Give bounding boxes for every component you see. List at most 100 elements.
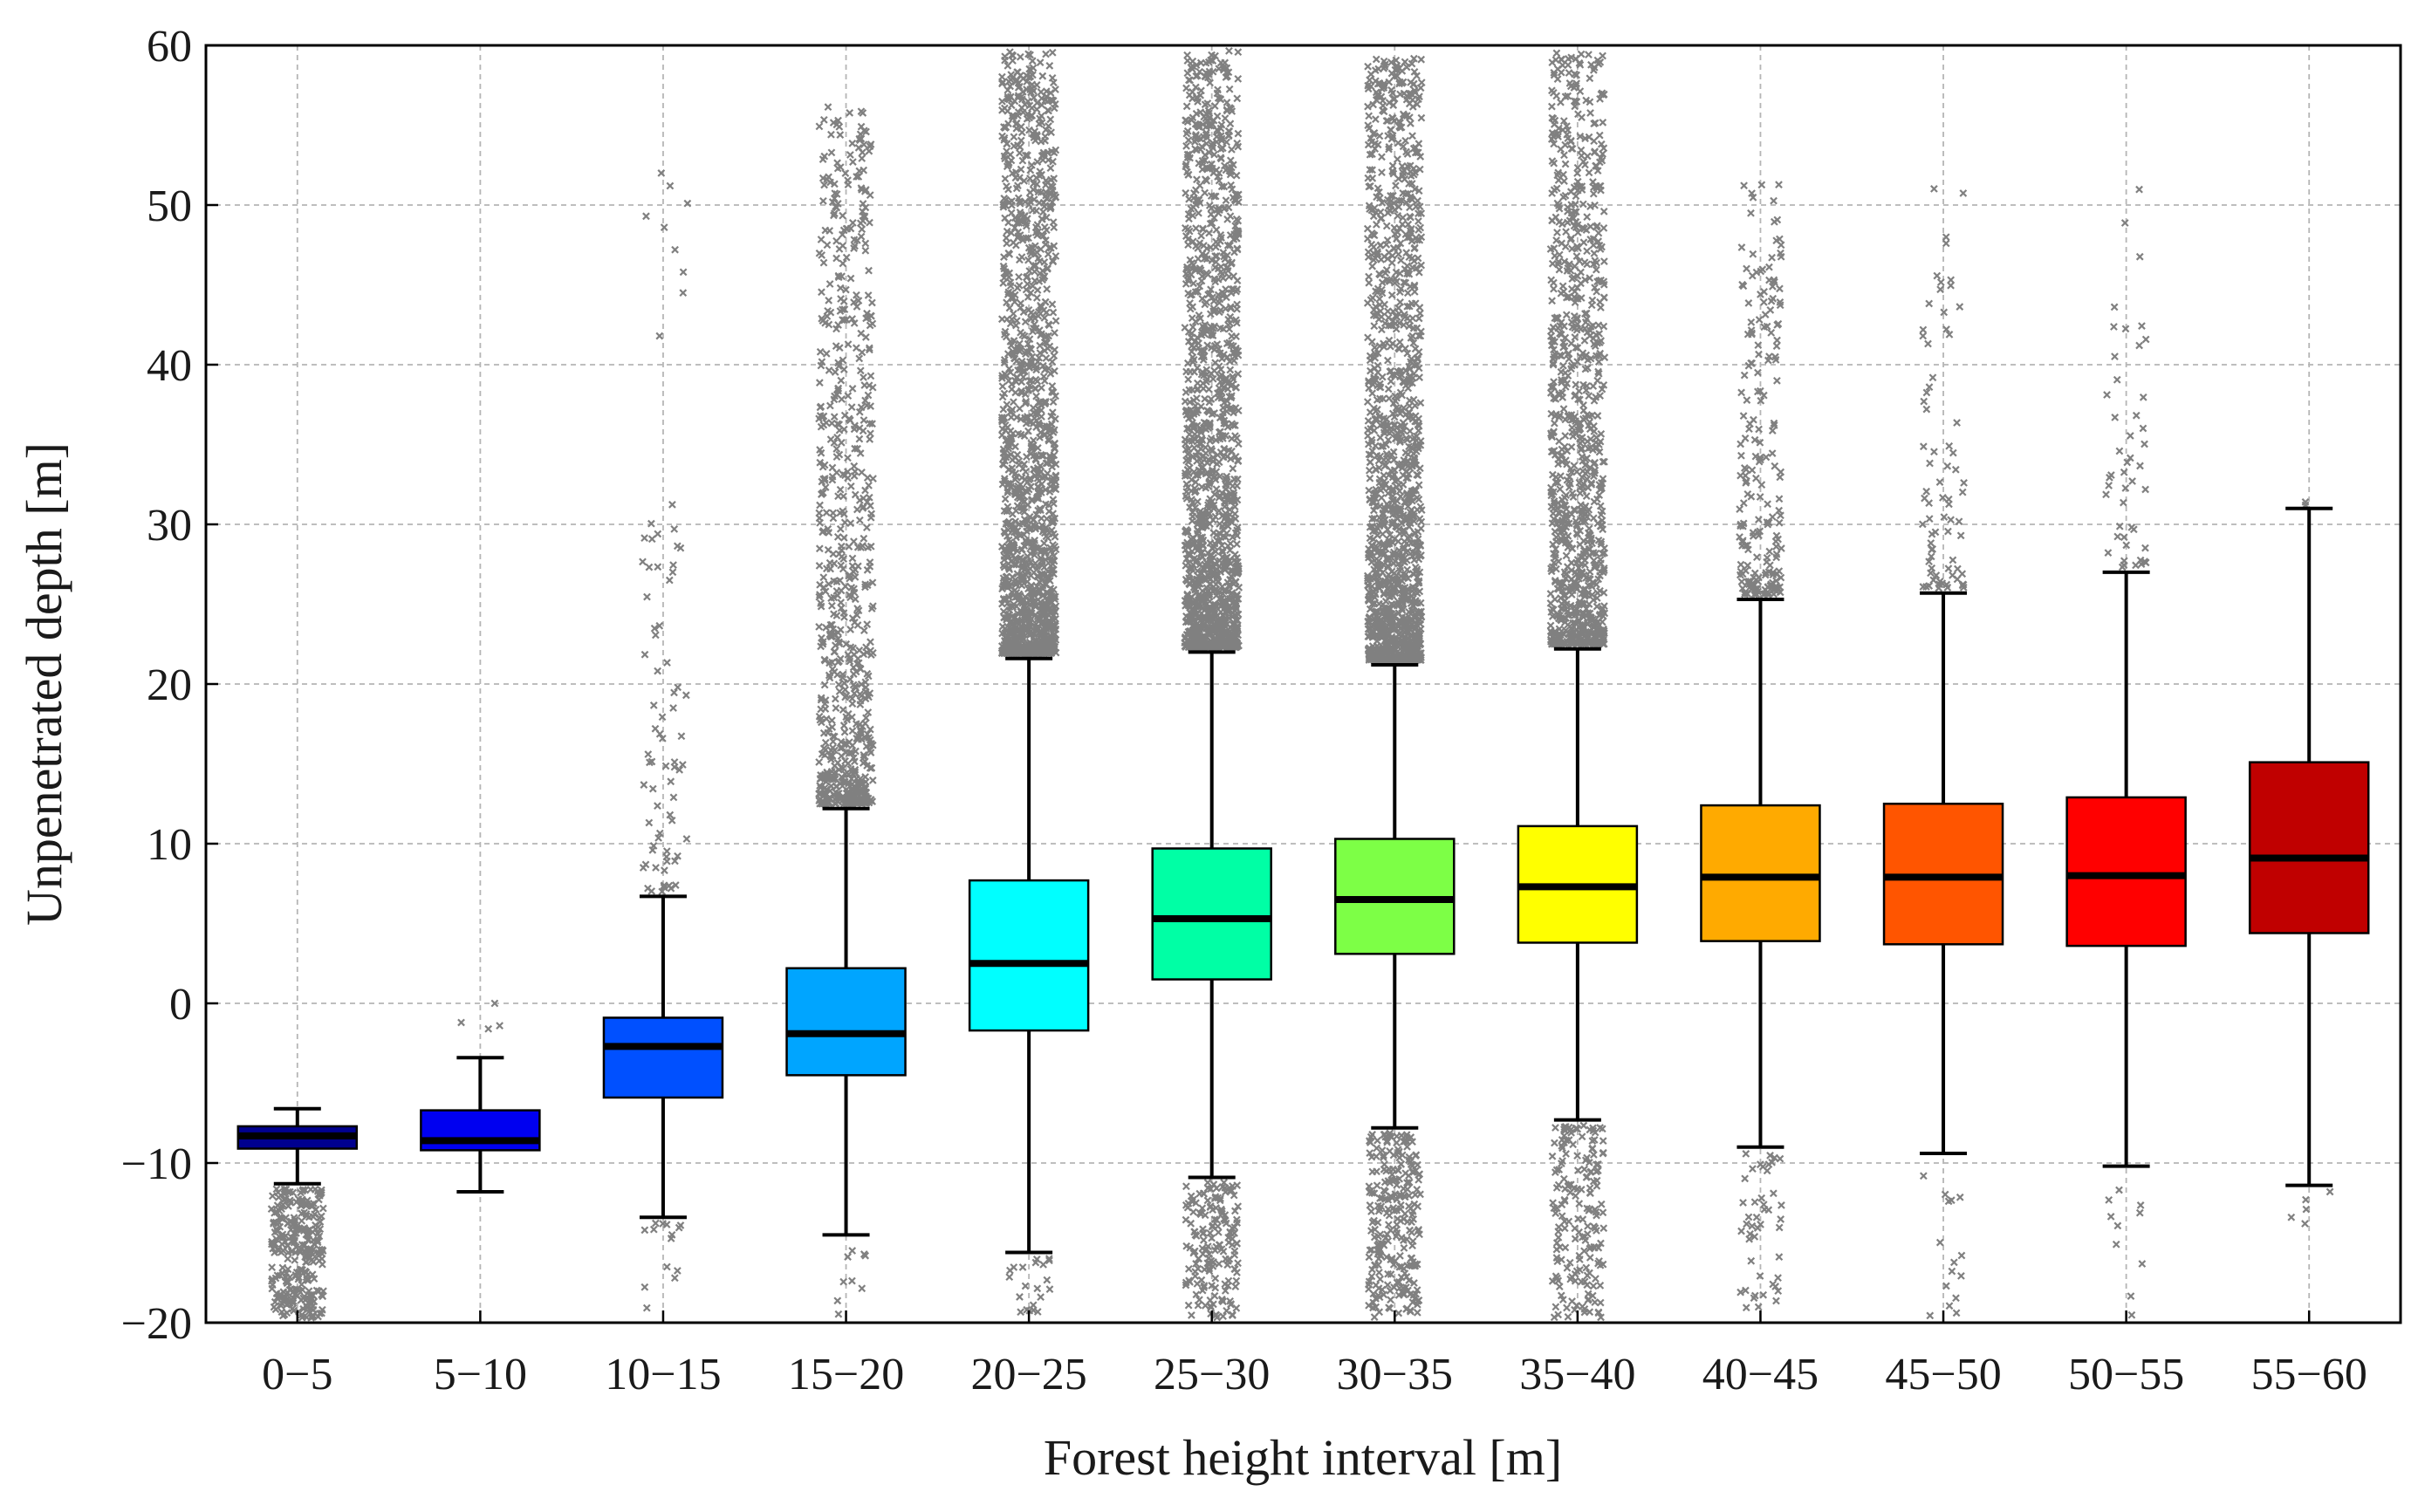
outlier-point xyxy=(641,652,647,658)
outlier-point xyxy=(641,1284,647,1290)
outlier-point xyxy=(1182,1217,1188,1223)
outlier-point xyxy=(832,695,839,701)
outlier-point xyxy=(858,331,864,337)
outlier-point xyxy=(1183,1183,1189,1189)
outlier-point xyxy=(1023,1283,1029,1289)
outlier-point xyxy=(1398,257,1404,263)
outlier-point xyxy=(1230,465,1236,471)
outlier-point xyxy=(1183,368,1189,374)
outlier-point xyxy=(497,1023,503,1029)
outlier-point xyxy=(1006,1274,1012,1280)
outlier-point xyxy=(867,220,873,226)
outlier-point xyxy=(1023,469,1029,475)
outlier-point xyxy=(1409,133,1415,139)
outlier-point xyxy=(1184,103,1190,109)
outlier-point xyxy=(1234,1182,1240,1188)
outlier-point xyxy=(644,593,650,599)
outlier-point xyxy=(1050,310,1056,316)
outlier-point xyxy=(1415,218,1421,224)
outlier-point xyxy=(822,227,828,233)
outlier-point xyxy=(835,534,841,540)
outlier-point xyxy=(1369,390,1375,396)
outlier-point xyxy=(858,220,864,226)
outlier-point xyxy=(298,1218,305,1224)
outlier-point xyxy=(640,558,646,564)
outlier-point xyxy=(1047,165,1053,171)
outlier-point xyxy=(270,1193,276,1199)
outlier-point xyxy=(664,660,670,666)
outlier-point xyxy=(826,367,832,373)
outlier-point xyxy=(1235,1260,1241,1266)
outlier-point xyxy=(641,1227,647,1233)
outlier-point xyxy=(849,555,855,561)
outlier-point xyxy=(825,174,832,180)
outlier-point xyxy=(1216,65,1222,72)
outlier-point xyxy=(830,510,836,516)
outlier-point xyxy=(842,519,848,525)
outlier-point xyxy=(1034,106,1040,113)
outlier-point xyxy=(841,729,847,735)
outlier-point xyxy=(676,1225,682,1231)
outlier-point xyxy=(819,289,825,295)
outlier-point xyxy=(664,1263,670,1269)
outlier-point xyxy=(816,563,822,569)
outlier-point xyxy=(1182,325,1188,331)
outlier-point xyxy=(1018,254,1024,260)
outlier-point xyxy=(1044,1277,1050,1283)
outlier-point xyxy=(829,420,835,426)
outlier-point xyxy=(816,624,822,630)
outlier-point xyxy=(644,1305,650,1311)
outlier-point xyxy=(861,382,867,388)
outlier-point xyxy=(683,692,689,698)
outlier-point xyxy=(1185,137,1191,143)
outlier-point xyxy=(866,148,872,154)
outlier-point xyxy=(1366,249,1372,255)
outlier-point xyxy=(857,517,863,523)
outlier-point xyxy=(866,292,872,298)
outlier-point xyxy=(1203,299,1209,305)
outlier-point xyxy=(1049,301,1055,307)
outlier-point xyxy=(1033,393,1039,400)
outlier-point xyxy=(669,569,675,575)
outlier-point xyxy=(867,192,873,198)
outlier-point xyxy=(659,714,665,720)
outlier-point xyxy=(847,626,853,633)
outlier-point xyxy=(653,865,659,871)
outlier-point xyxy=(856,436,862,442)
outlier-point xyxy=(1235,49,1241,55)
outlier-point xyxy=(1043,51,1049,57)
outlier-point xyxy=(1222,115,1228,121)
outlier-point xyxy=(817,520,823,526)
outlier-point xyxy=(1010,58,1016,64)
outlier-point xyxy=(1051,399,1057,405)
outlier-point xyxy=(1230,482,1236,489)
outlier-point xyxy=(821,730,827,736)
outlier-point xyxy=(671,689,677,695)
outlier-point xyxy=(1412,346,1418,352)
outlier-point xyxy=(827,560,833,566)
outlier-point xyxy=(1017,54,1024,60)
outlier-point xyxy=(1216,1261,1222,1267)
outlier-point xyxy=(1198,233,1204,239)
outlier-point xyxy=(1010,399,1017,405)
outlier-point xyxy=(839,260,846,266)
outlier-point xyxy=(829,603,835,609)
outlier-point xyxy=(1034,159,1040,165)
outlier-point xyxy=(835,1311,841,1317)
outlier-point xyxy=(1387,127,1394,133)
outlier-point xyxy=(1385,358,1391,364)
outlier-point xyxy=(828,436,834,442)
outlier-point xyxy=(818,349,824,355)
outlier-point xyxy=(653,632,659,638)
outlier-point xyxy=(839,213,846,219)
outlier-point xyxy=(816,250,822,257)
outlier-point xyxy=(1373,222,1380,228)
outlier-point xyxy=(817,502,823,508)
outlier-point xyxy=(320,1205,326,1211)
outlier-point xyxy=(847,276,853,282)
outlier-point xyxy=(1216,1229,1222,1235)
outlier-point xyxy=(842,687,848,693)
outlier-point xyxy=(849,140,855,147)
outlier-point xyxy=(831,648,837,654)
outlier-point xyxy=(654,564,661,570)
